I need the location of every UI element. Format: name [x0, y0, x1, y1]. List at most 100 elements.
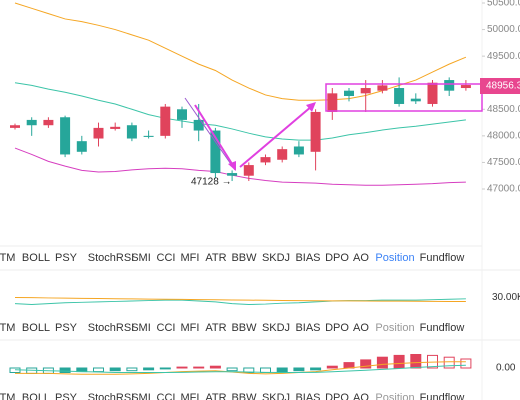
- candle-body: [293, 146, 304, 155]
- indicator-tab[interactable]: SMI: [131, 252, 151, 264]
- histogram-bar: [126, 367, 138, 372]
- histogram-bar: [226, 367, 238, 372]
- indicator-tab[interactable]: ITM: [0, 252, 15, 264]
- histogram-bar: [59, 367, 71, 373]
- y-tick-label: 0.00: [496, 363, 516, 374]
- candle-body: [360, 88, 371, 94]
- drawn-line: [184, 97, 236, 171]
- indicator-tab[interactable]: SKDJ: [262, 252, 290, 264]
- indicator-tab[interactable]: StochRSI: [88, 322, 134, 334]
- indicator-line: [14, 364, 466, 373]
- candle-body: [110, 126, 121, 129]
- indicator-tab[interactable]: Fundflow: [420, 252, 465, 264]
- indicator-tab[interactable]: Fundflow: [420, 322, 465, 334]
- drawn-arrow: [194, 104, 235, 168]
- indicator-tab[interactable]: Position: [375, 392, 414, 400]
- indicator-tab[interactable]: BOLL: [22, 322, 50, 334]
- indicator-tab[interactable]: CCI: [157, 392, 176, 400]
- indicator-tab[interactable]: StochRSI: [88, 252, 134, 264]
- last-price: 48956.3: [486, 81, 520, 92]
- candle-body: [160, 106, 171, 136]
- histogram-bar: [443, 356, 455, 369]
- indicator-tab[interactable]: BIAS: [295, 252, 320, 264]
- indicator-tab[interactable]: SKDJ: [262, 392, 290, 400]
- candle-body: [210, 130, 221, 174]
- indicator-tab[interactable]: Position: [375, 252, 414, 264]
- y-tick-label: 48000.0: [487, 130, 520, 141]
- indicator-tab[interactable]: PSY: [55, 252, 78, 264]
- annotation: 47128 →: [191, 177, 232, 188]
- indicator-tab[interactable]: SMI: [131, 322, 151, 334]
- indicator-tab[interactable]: PSY: [55, 392, 78, 400]
- candle-body: [394, 88, 405, 104]
- candle-body: [310, 111, 321, 152]
- candle-body: [193, 119, 204, 131]
- indicator-tab[interactable]: StochRSI: [88, 392, 134, 400]
- indicator-tab[interactable]: ATR: [205, 392, 226, 400]
- indicator-tab[interactable]: DPO: [325, 322, 349, 334]
- histogram-bar: [293, 367, 305, 372]
- candle-body: [444, 80, 455, 91]
- indicator-line: [14, 298, 466, 306]
- candle-body: [243, 165, 254, 176]
- candle-body: [93, 127, 104, 139]
- candle-body: [410, 98, 421, 102]
- indicator-tab[interactable]: BBW: [231, 392, 257, 400]
- drawn-arrow: [239, 105, 313, 168]
- indicator-tab[interactable]: BBW: [231, 252, 257, 264]
- histogram-bar: [109, 367, 121, 372]
- indicator-tab[interactable]: SKDJ: [262, 322, 290, 334]
- indicator-tab[interactable]: CCI: [157, 252, 176, 264]
- highlight-box: [325, 83, 483, 112]
- indicator-line: [14, 82, 466, 141]
- indicator-tab[interactable]: MFI: [181, 252, 200, 264]
- candle-body: [460, 85, 471, 89]
- histogram-bar: [276, 367, 288, 373]
- indicator-tab[interactable]: ITM: [0, 392, 15, 400]
- candle-body: [327, 93, 338, 112]
- y-tick-label: 50500.0: [487, 0, 520, 9]
- histogram-bar: [93, 367, 104, 373]
- indicator-tab[interactable]: BIAS: [295, 392, 320, 400]
- indicator-tab[interactable]: PSY: [55, 322, 78, 334]
- indicator-tab[interactable]: BIAS: [295, 322, 320, 334]
- indicator-tab[interactable]: DPO: [325, 392, 349, 400]
- arrow-head: [228, 161, 236, 171]
- indicator-tab[interactable]: DPO: [325, 252, 349, 264]
- candle-body: [427, 82, 438, 104]
- indicator-line: [14, 147, 466, 186]
- candle-body: [126, 125, 137, 139]
- indicator-tab[interactable]: BBW: [231, 322, 257, 334]
- histogram-bar: [393, 354, 405, 369]
- indicator-tab[interactable]: MFI: [181, 322, 200, 334]
- indicator-tab[interactable]: MFI: [181, 392, 200, 400]
- candle-body: [227, 173, 238, 176]
- indicator-tab[interactable]: SMI: [131, 392, 151, 400]
- indicator-tab[interactable]: ATR: [205, 322, 226, 334]
- histogram-bar: [159, 367, 171, 370]
- indicator-tab[interactable]: BOLL: [22, 392, 50, 400]
- y-tick-label: 49500.0: [487, 51, 520, 62]
- histogram-bar: [209, 365, 221, 369]
- indicator-tab[interactable]: AO: [353, 322, 369, 334]
- indicator-tab[interactable]: ITM: [0, 322, 15, 334]
- candle-body: [60, 117, 71, 155]
- indicator-tab[interactable]: ATR: [205, 252, 226, 264]
- arrow-head: [306, 102, 316, 112]
- indicator-tab[interactable]: CCI: [157, 322, 176, 334]
- candle-body: [76, 141, 87, 152]
- indicator-tab[interactable]: Fundflow: [420, 392, 465, 400]
- histogram-bar: [176, 366, 188, 369]
- indicator-tab[interactable]: AO: [353, 392, 369, 400]
- histogram-bar: [360, 359, 372, 369]
- candle-body: [143, 135, 154, 137]
- indicator-tab[interactable]: AO: [353, 252, 369, 264]
- indicator-tab[interactable]: Position: [375, 322, 414, 334]
- y-tick-label: 47000.0: [487, 184, 520, 195]
- indicator-tab[interactable]: BOLL: [22, 252, 50, 264]
- histogram-bar: [193, 366, 205, 369]
- candle-body: [26, 119, 37, 126]
